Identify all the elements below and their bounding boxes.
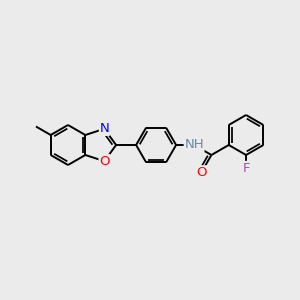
- Text: NH: NH: [184, 139, 204, 152]
- Text: N: N: [100, 122, 109, 135]
- Text: O: O: [99, 155, 110, 168]
- Text: F: F: [242, 161, 250, 175]
- Text: O: O: [196, 166, 207, 179]
